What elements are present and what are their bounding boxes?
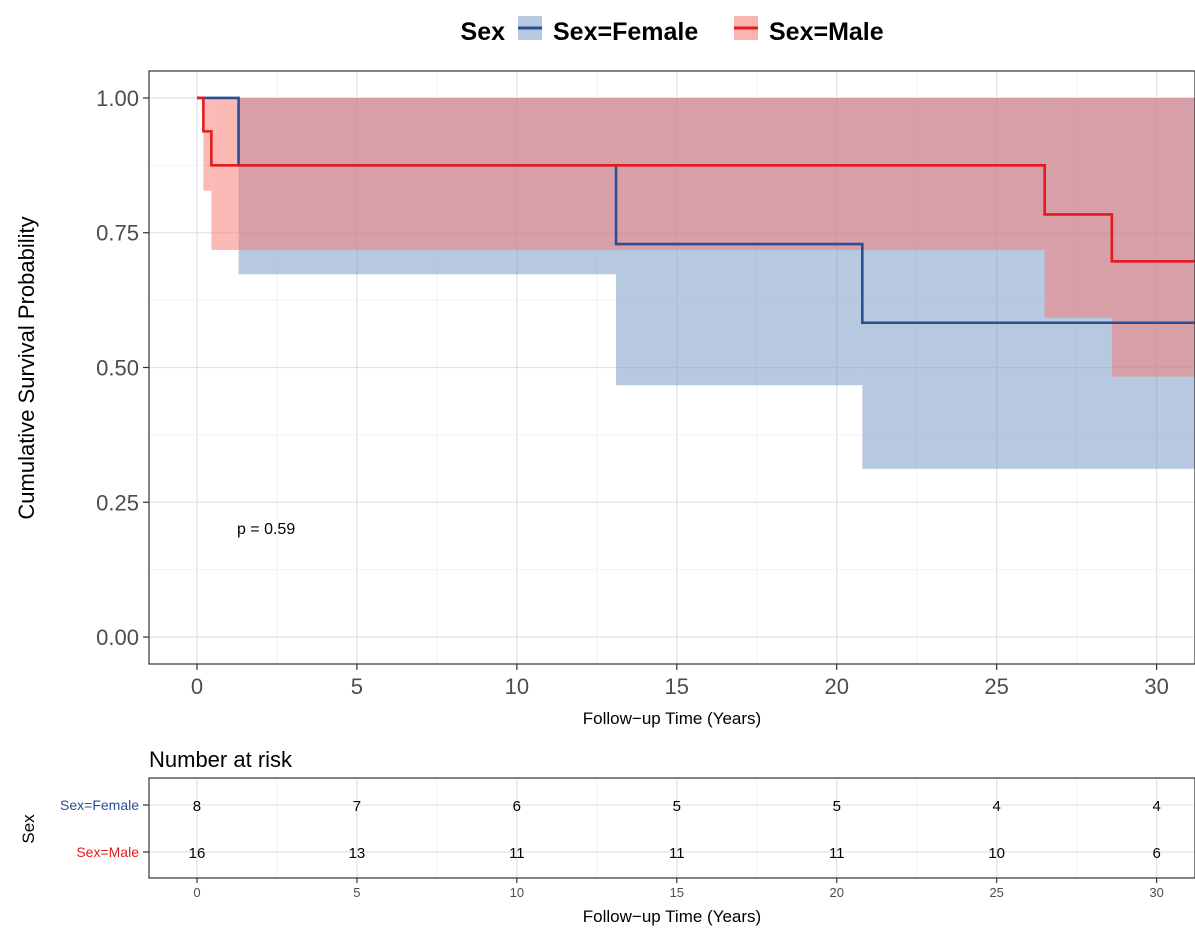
ci-band-sex-male xyxy=(1044,97,1112,318)
risk-x-axis-label: Follow−up Time (Years) xyxy=(583,907,761,926)
y-axis-ticks: 0.00 0.25 0.50 0.75 1.00 xyxy=(96,86,149,650)
risk-count: 13 xyxy=(349,845,366,862)
risk-table-title: Number at risk xyxy=(149,747,293,772)
x-tick-label: 15 xyxy=(665,674,689,699)
risk-table: Number at risk Sex=Female 8 7 6 5 5 4 4 Sex=Male… xyxy=(19,747,1195,926)
risk-row-label: Sex=Male xyxy=(76,844,139,860)
x-tick-label: 5 xyxy=(351,674,363,699)
y-tick-label: 0.75 xyxy=(96,221,139,246)
x-tick-label: 0 xyxy=(191,674,203,699)
ci-band-sex-male xyxy=(203,97,212,191)
x-tick-label: 30 xyxy=(1144,674,1168,699)
risk-count: 11 xyxy=(829,845,845,862)
x-tick-label: 25 xyxy=(984,674,1008,699)
risk-count: 6 xyxy=(1152,845,1160,862)
risk-x-tick-label: 30 xyxy=(1149,885,1163,900)
ci-band-sex-male xyxy=(1111,97,1195,377)
risk-rows: Sex=Female 8 7 6 5 5 4 4 Sex=Male 16 13 11 11 11 10 6 xyxy=(60,797,1161,862)
x-axis-ticks: 0 5 10 15 20 25 30 xyxy=(191,664,1169,699)
risk-count: 4 xyxy=(993,798,1001,815)
risk-count: 5 xyxy=(673,798,681,815)
survival-curves xyxy=(196,96,1195,325)
risk-count: 10 xyxy=(988,845,1005,862)
risk-x-tick-label: 15 xyxy=(670,885,684,900)
y-tick-label: 0.00 xyxy=(96,625,139,650)
risk-panel-border xyxy=(148,777,1195,879)
y-tick-label: 0.50 xyxy=(96,356,139,381)
survival-curve-sex-female xyxy=(196,96,1195,325)
legend-label-female: Sex=Female xyxy=(553,18,698,46)
legend: Sex Sex=Female Sex=Male xyxy=(461,16,884,46)
risk-count: 11 xyxy=(509,845,525,862)
survival-curve-sex-male xyxy=(196,96,1195,263)
risk-x-tick-label: 25 xyxy=(989,885,1003,900)
confidence-bands xyxy=(203,97,1195,469)
survival-plot: 0.00 0.25 0.50 0.75 1.00 0 5 10 15 20 25 30 p = 0.… xyxy=(14,70,1195,728)
legend-title: Sex xyxy=(461,18,506,46)
ci-band-sex-male xyxy=(211,97,1045,250)
risk-count: 16 xyxy=(189,845,206,862)
risk-count: 7 xyxy=(353,798,361,815)
x-axis-label: Follow−up Time (Years) xyxy=(583,709,761,728)
risk-x-tick-label: 10 xyxy=(510,885,524,900)
risk-x-tick-label: 20 xyxy=(830,885,844,900)
risk-count: 6 xyxy=(513,798,521,815)
grid-risk xyxy=(149,778,1195,878)
y-tick-label: 0.25 xyxy=(96,490,139,515)
legend-label-male: Sex=Male xyxy=(769,18,884,46)
y-tick-label: 1.00 xyxy=(96,86,139,111)
risk-x-axis-ticks: 0 5 10 15 20 25 30 xyxy=(193,878,1164,900)
risk-x-tick-label: 0 xyxy=(193,885,200,900)
x-tick-label: 20 xyxy=(824,674,848,699)
y-axis-label: Cumulative Survival Probability xyxy=(14,216,39,519)
risk-x-tick-label: 5 xyxy=(353,885,360,900)
x-tick-label: 10 xyxy=(505,674,529,699)
risk-count: 8 xyxy=(193,798,201,815)
risk-count: 5 xyxy=(833,798,841,815)
risk-row-label: Sex=Female xyxy=(60,797,139,813)
risk-y-axis-label: Sex xyxy=(19,814,38,844)
risk-count: 11 xyxy=(669,845,685,862)
p-value-annotation: p = 0.59 xyxy=(237,521,295,538)
risk-count: 4 xyxy=(1152,798,1160,815)
